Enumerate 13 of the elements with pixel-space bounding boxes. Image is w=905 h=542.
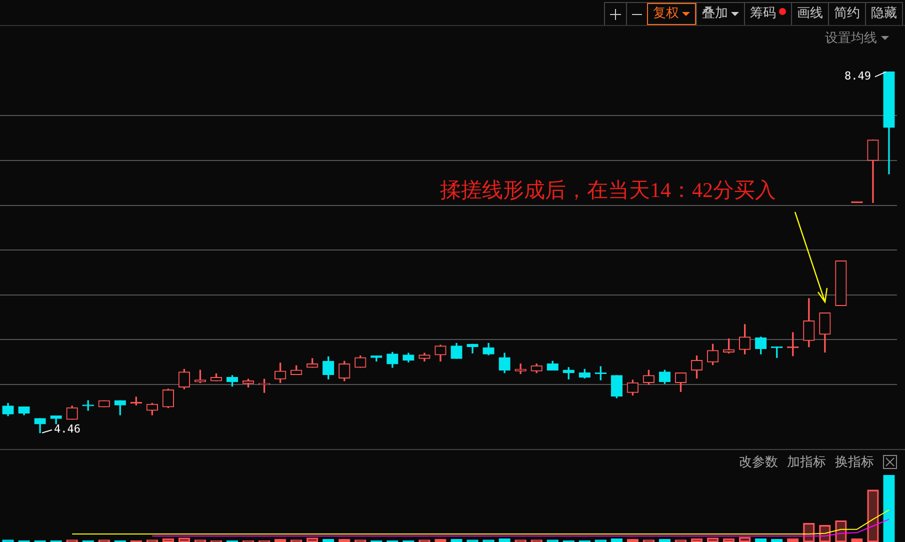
text: 设置均线 bbox=[825, 30, 877, 47]
text: 改参数 bbox=[739, 454, 778, 471]
text: 换指标 bbox=[835, 454, 874, 471]
annotation: 揉搓线形成后，在当天14：42分买入 bbox=[440, 177, 776, 204]
annotation: 8.49 bbox=[844, 70, 871, 83]
text: 筹码 bbox=[750, 5, 776, 23]
text: 画线 bbox=[797, 5, 823, 23]
text: 隐藏 bbox=[871, 5, 897, 23]
text: 叠加 bbox=[702, 5, 728, 23]
annotation: 4.46 bbox=[54, 422, 81, 436]
text: 加指标 bbox=[787, 454, 826, 471]
text: 复权 bbox=[653, 5, 679, 23]
text: 简约 bbox=[834, 5, 860, 23]
